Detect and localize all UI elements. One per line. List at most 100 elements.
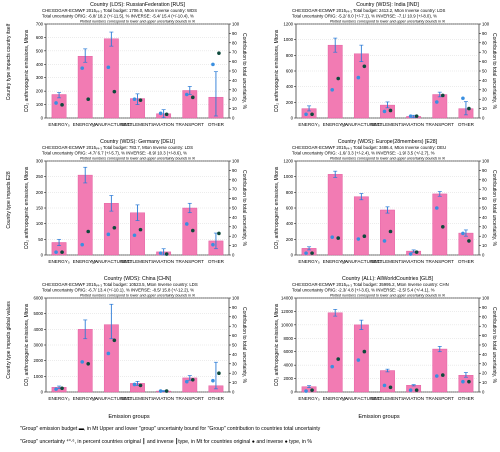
category-label: ENERGY₀	[48, 122, 69, 127]
panel-note: Plotted numbers correspond to lower and …	[80, 157, 196, 161]
y-tick-label: 300	[36, 159, 44, 164]
bar-2	[327, 312, 343, 393]
y2-tick-label: 90	[482, 31, 487, 36]
orig-contribution-marker	[382, 239, 387, 243]
y-axis-label: CO₂ anthropogenic emissions, Mtons	[24, 303, 30, 386]
y2-axis-label: Contribution to total uncertainty, %	[241, 33, 247, 110]
y2-tick-label: 20	[482, 97, 487, 102]
category-label: TRANSPORT	[426, 122, 454, 127]
inverse-contribution-marker	[467, 106, 471, 111]
y2-tick-label: 30	[232, 361, 237, 366]
orig-contribution-marker	[461, 379, 465, 384]
inverse-contribution-marker	[388, 385, 393, 390]
y-tick-label: 700	[36, 22, 44, 27]
y2-axis-label: Contribution to total uncertainty, %	[241, 170, 247, 247]
inverse-contribution-marker	[388, 229, 393, 234]
orig-contribution-marker	[54, 101, 58, 105]
panel-info-line-1: CHE:EDGAR-ECMWF 2015ᵥ₄.₃ Total budget: 2…	[292, 8, 445, 13]
orig-contribution-marker	[408, 388, 413, 392]
inverse-contribution-marker	[112, 338, 117, 343]
y2-axis-label: Contribution to total uncertainty, %	[491, 170, 497, 247]
inverse-contribution-marker	[336, 236, 341, 240]
orig-contribution-marker	[434, 100, 439, 104]
inverse-contribution-marker	[336, 76, 341, 81]
panel-info-line-1: CHE:EDGAR-ECMWF 2015ᵥ₄.₃ Total budget: 7…	[42, 145, 193, 150]
y-tick-label: 0	[41, 253, 44, 258]
bar-6	[432, 348, 448, 393]
inverse-contribution-marker	[190, 228, 195, 233]
orig-contribution-marker	[434, 374, 439, 378]
orig-contribution-marker	[54, 250, 58, 254]
bar-2	[327, 44, 343, 119]
category-label: OTHER	[458, 122, 475, 127]
y2-tick-label: 40	[482, 215, 487, 220]
inverse-contribution-marker	[414, 250, 419, 254]
panel-info-line-1: CHE:EDGAR-ECMWF 2015ᵥ₄.₃ Total budget: 3…	[292, 282, 449, 287]
inverse-contribution-marker	[138, 98, 143, 102]
orig-contribution-marker	[106, 232, 111, 237]
inverse-contribution-marker	[164, 252, 169, 256]
y-tick-label: 1200	[283, 159, 293, 164]
y-tick-label: 2000	[283, 376, 293, 381]
y-tick-label: 1000	[33, 374, 43, 379]
orig-contribution-marker	[80, 66, 85, 70]
y-tick-label: 5000	[33, 311, 43, 316]
y2-tick-label: 100	[232, 296, 240, 301]
orig-contribution-marker	[408, 114, 413, 118]
bar-3	[353, 53, 369, 119]
y2-tick-label: 10	[482, 380, 487, 385]
panels-group: Country (LDS): RussianFederation [RUS]CH…	[24, 2, 497, 401]
panel-title: Country (WDS): Europe(28members) [E28]	[338, 139, 438, 145]
panel-note: Plotted numbers correspond to lower and …	[330, 157, 446, 161]
row1-left-label: Country type impacts country itself	[6, 23, 12, 100]
y-tick-label: 4000	[33, 327, 43, 332]
inverse-contribution-marker	[388, 108, 393, 113]
bar-3	[353, 324, 369, 393]
category-label: OTHER	[458, 396, 475, 401]
y2-tick-label: 0	[482, 253, 485, 258]
y2-tick-label: 100	[482, 296, 490, 301]
y-tick-label: 600	[286, 69, 294, 74]
inverse-contribution-marker	[112, 89, 117, 94]
category-label: MANUFACTURING	[341, 396, 381, 401]
category-label: TRANSPORT	[176, 122, 204, 127]
y-tick-label: 200	[36, 190, 44, 195]
y2-tick-label: 30	[482, 224, 487, 229]
y-tick-label: 200	[36, 89, 44, 94]
bar-7	[458, 375, 474, 393]
inverse-contribution-marker	[164, 389, 169, 393]
panel-title: Country (WDS): India [IND]	[356, 2, 419, 8]
panel-title: Country (ALL): AllWorldCountries [GLB]	[342, 276, 434, 282]
y2-tick-label: 60	[232, 59, 237, 64]
category-label: TRANSPORT	[176, 396, 204, 401]
inverse-contribution-marker	[138, 383, 143, 388]
inverse-contribution-marker	[362, 349, 367, 354]
y2-tick-label: 90	[482, 168, 487, 173]
bar-6	[182, 207, 198, 256]
orig-contribution-marker	[330, 88, 335, 92]
category-label: AVIATION	[153, 396, 174, 401]
y-tick-label: 600	[36, 35, 44, 40]
y2-tick-label: 100	[482, 22, 490, 27]
panel-2: Country (WDS): India [IND]CHE:EDGAR-ECMW…	[274, 2, 497, 127]
y-tick-label: 400	[286, 84, 294, 89]
panel-info-line-1: CHE:EDGAR-ECMWF 2015ᵥ₄.₃ Total budget: 1…	[42, 8, 197, 13]
y-tick-label: 800	[286, 190, 294, 195]
x-axis-label-right: Emission groups	[358, 414, 400, 420]
panel-info-line-1: CHE:EDGAR-ECMWF 2015ᵥ₄.₃ Total budget: 3…	[292, 145, 446, 150]
orig-contribution-marker	[461, 96, 465, 101]
y2-tick-label: 60	[232, 196, 237, 201]
y-tick-label: 6000	[33, 296, 43, 301]
y2-tick-label: 50	[482, 343, 487, 348]
y-tick-label: 200	[286, 237, 294, 242]
inverse-contribution-marker	[217, 231, 221, 236]
bar-2	[77, 56, 93, 119]
y2-axis-label: Contribution to total uncertainty, %	[491, 33, 497, 110]
y2-tick-label: 40	[232, 78, 237, 83]
y2-axis-label: Contribution to total uncertainty, %	[241, 307, 247, 384]
bar-4	[380, 370, 395, 393]
y-tick-label: 500	[36, 48, 44, 53]
y2-tick-label: 90	[482, 305, 487, 310]
y-tick-label: 10000	[281, 322, 294, 327]
